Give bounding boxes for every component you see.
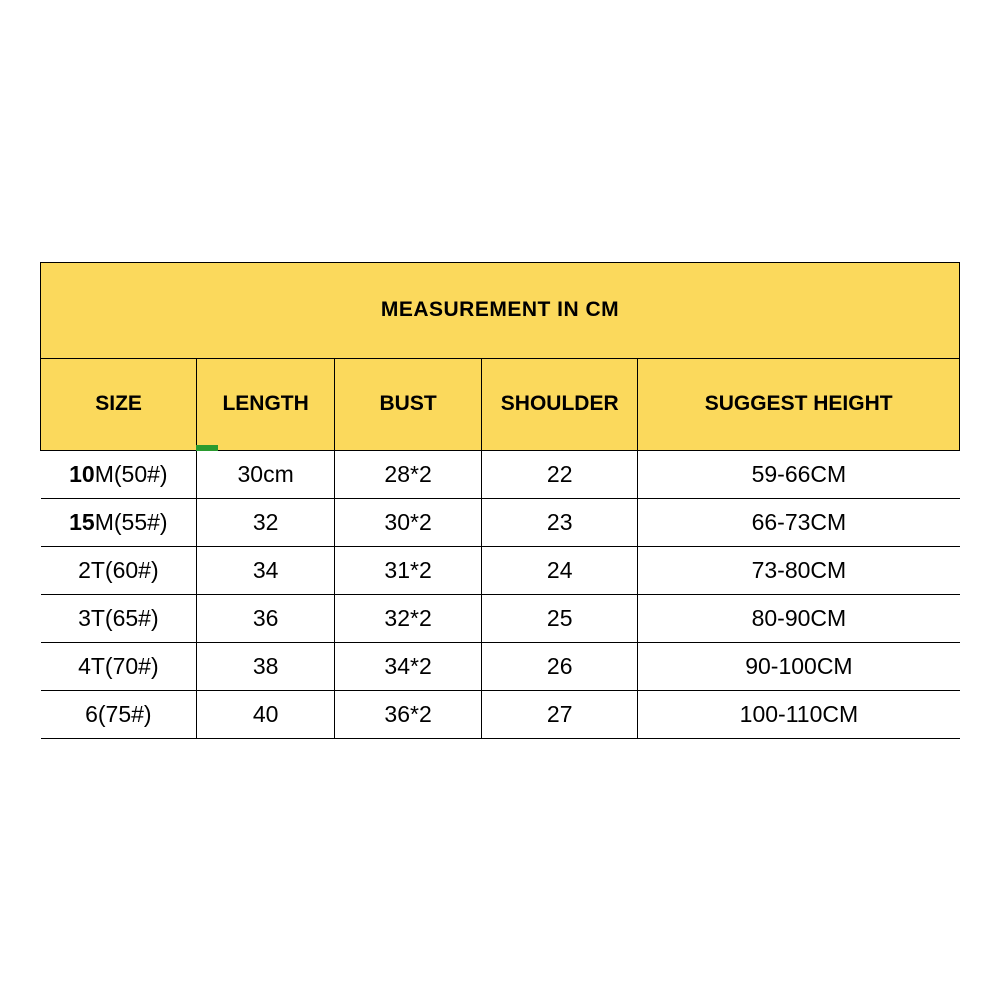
table-header-row: SIZE LENGTH BUST SHOULDER SUGGEST HEIGHT xyxy=(41,358,960,450)
col-header-size: SIZE xyxy=(41,358,197,450)
cell-length: 32 xyxy=(197,498,335,546)
cell-suggest-height: 59-66CM xyxy=(638,450,960,498)
col-header-bust: BUST xyxy=(335,358,482,450)
cell-shoulder: 25 xyxy=(482,594,638,642)
cell-size: 15M(55#) xyxy=(41,498,197,546)
table-title: MEASUREMENT IN CM xyxy=(41,262,960,358)
table-row: 3T(65#)3632*22580-90CM xyxy=(41,594,960,642)
cell-suggest-height: 90-100CM xyxy=(638,642,960,690)
cell-size: 4T(70#) xyxy=(41,642,197,690)
table-body: 10M(50#)30cm28*22259-66CM15M(55#)3230*22… xyxy=(41,450,960,738)
cell-bust: 34*2 xyxy=(335,642,482,690)
col-header-shoulder: SHOULDER xyxy=(482,358,638,450)
size-chart: MEASUREMENT IN CM SIZE LENGTH BUST SHOUL… xyxy=(40,262,960,739)
table-row: 2T(60#)3431*22473-80CM xyxy=(41,546,960,594)
cell-suggest-height: 80-90CM xyxy=(638,594,960,642)
cell-suggest-height: 66-73CM xyxy=(638,498,960,546)
cell-bust: 31*2 xyxy=(335,546,482,594)
cell-length: 36 xyxy=(197,594,335,642)
header-accent-mark xyxy=(196,445,218,451)
cell-shoulder: 23 xyxy=(482,498,638,546)
table-row: 6(75#)4036*227100-110CM xyxy=(41,690,960,738)
cell-shoulder: 24 xyxy=(482,546,638,594)
cell-bust: 32*2 xyxy=(335,594,482,642)
cell-size: 10M(50#) xyxy=(41,450,197,498)
measurement-table: MEASUREMENT IN CM SIZE LENGTH BUST SHOUL… xyxy=(40,262,960,739)
cell-size: 2T(60#) xyxy=(41,546,197,594)
cell-size: 3T(65#) xyxy=(41,594,197,642)
cell-shoulder: 26 xyxy=(482,642,638,690)
table-row: 4T(70#)3834*22690-100CM xyxy=(41,642,960,690)
table-title-row: MEASUREMENT IN CM xyxy=(41,262,960,358)
cell-bust: 30*2 xyxy=(335,498,482,546)
col-header-height: SUGGEST HEIGHT xyxy=(638,358,960,450)
cell-bust: 36*2 xyxy=(335,690,482,738)
col-header-length-label: LENGTH xyxy=(222,392,308,415)
cell-suggest-height: 73-80CM xyxy=(638,546,960,594)
cell-length: 40 xyxy=(197,690,335,738)
cell-bust: 28*2 xyxy=(335,450,482,498)
cell-length: 38 xyxy=(197,642,335,690)
cell-shoulder: 27 xyxy=(482,690,638,738)
cell-shoulder: 22 xyxy=(482,450,638,498)
col-header-length: LENGTH xyxy=(197,358,335,450)
cell-length: 34 xyxy=(197,546,335,594)
cell-length: 30cm xyxy=(197,450,335,498)
table-row: 10M(50#)30cm28*22259-66CM xyxy=(41,450,960,498)
cell-size: 6(75#) xyxy=(41,690,197,738)
table-row: 15M(55#)3230*22366-73CM xyxy=(41,498,960,546)
cell-suggest-height: 100-110CM xyxy=(638,690,960,738)
